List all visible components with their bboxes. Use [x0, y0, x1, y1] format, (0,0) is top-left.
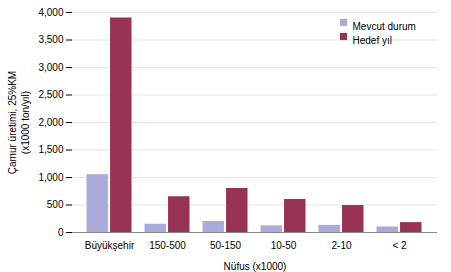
svg-text:Hedef yıl: Hedef yıl: [353, 35, 392, 46]
svg-text:Nüfus (x1000): Nüfus (x1000): [224, 261, 287, 272]
svg-text:1,000: 1,000: [38, 172, 63, 183]
svg-text:3,500: 3,500: [38, 34, 63, 45]
svg-text:< 2: < 2: [392, 240, 407, 251]
svg-text:4,000: 4,000: [38, 7, 63, 18]
svg-text:2-10: 2-10: [331, 240, 351, 251]
svg-text:2,500: 2,500: [38, 89, 63, 100]
svg-text:Mevcut durum: Mevcut durum: [353, 21, 416, 32]
svg-text:150-500: 150-500: [149, 240, 186, 251]
svg-text:1,500: 1,500: [38, 144, 63, 155]
svg-text:0: 0: [58, 227, 64, 238]
svg-text:50-150: 50-150: [210, 240, 242, 251]
svg-text:2,000: 2,000: [38, 117, 63, 128]
svg-text:Büyükşehir: Büyükşehir: [85, 240, 135, 251]
svg-text:Çamur üretimi, 25%KM(x1000 ton: Çamur üretimi, 25%KM(x1000 ton/yıl): [7, 71, 31, 174]
svg-text:3,000: 3,000: [38, 62, 63, 73]
svg-text:10-50: 10-50: [271, 240, 297, 251]
svg-text:500: 500: [47, 199, 64, 210]
